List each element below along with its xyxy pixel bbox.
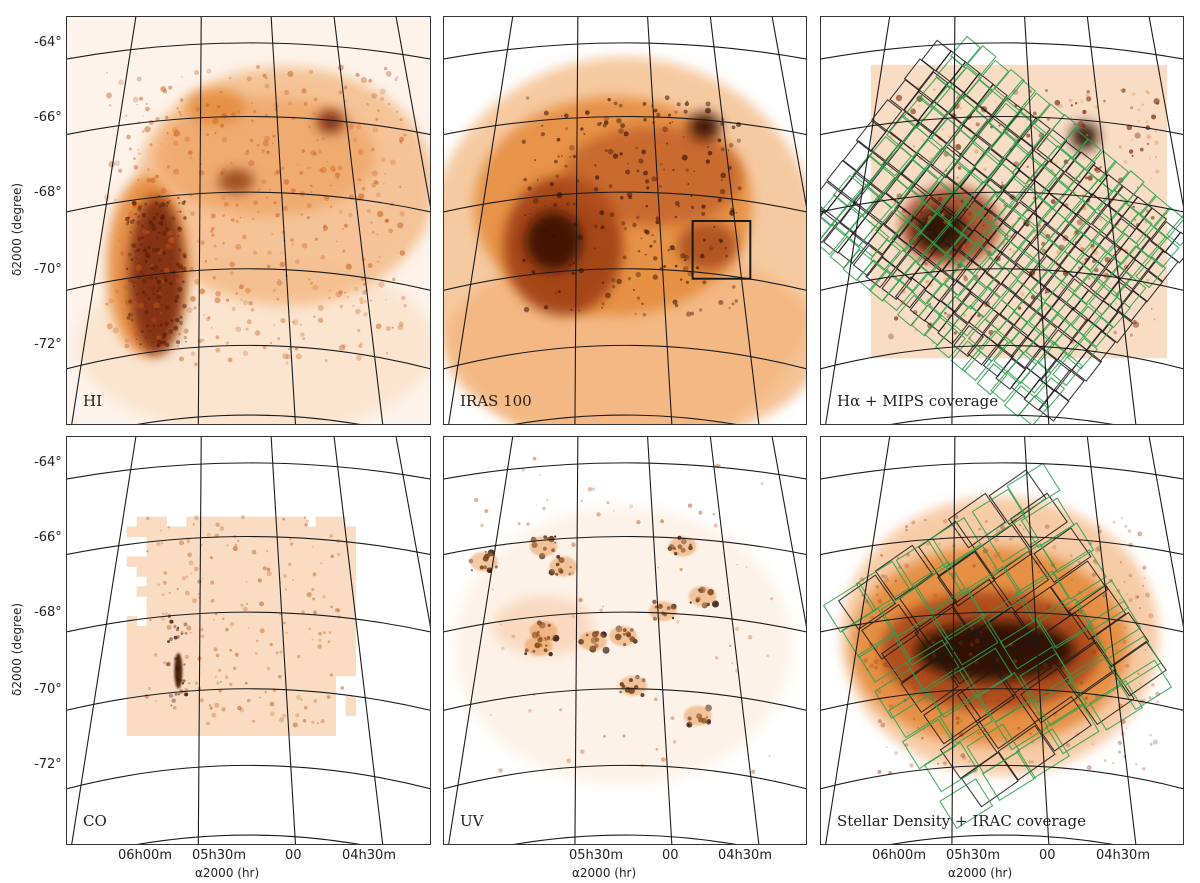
ra-tick-label: 05h30m [192,848,246,863]
x-axis-label: α2000 (hr) [572,866,637,880]
ra-tick-label: 06h00m [118,848,172,863]
dec-tick-label: -72° [34,337,62,352]
ra-tick-label: 04h30m [718,848,772,863]
iras-map-image [444,17,806,424]
dec-tick-label: -64° [34,455,62,470]
dec-tick-label: -68° [34,185,62,200]
panel-label-iras: IRAS 100 [460,392,532,410]
halpha-map-panel: Hα + MIPS coverage [820,16,1184,425]
ra-tick-label: 00 [662,848,679,863]
halpha-map-image [821,17,1183,424]
stellar-density-map-panel: Stellar Density + IRAC coverage [820,436,1184,845]
co-map-panel: CO [66,436,431,845]
ra-tick-label: 05h30m [569,848,623,863]
ra-tick-label: 06h00m [872,848,926,863]
y-axis-label: δ2000 (degree) [10,182,24,276]
ra-tick-label: 00 [285,848,302,863]
ra-tick-label: 05h30m [946,848,1000,863]
panel-label-co: CO [83,812,107,830]
dec-tick-label: -70° [34,262,62,277]
hi-map-panel: HI [66,16,431,425]
dec-tick-label: -68° [34,605,62,620]
hi-map-image [67,17,430,424]
y-axis-label: δ2000 (degree) [10,602,24,696]
ra-tick-label: 00 [1039,848,1056,863]
x-axis-label: α2000 (hr) [195,866,260,880]
uv-map-panel: UV [443,436,807,845]
ra-tick-label: 04h30m [342,848,396,863]
stellar-density-map-image [821,437,1183,844]
dec-tick-label: -66° [34,530,62,545]
x-axis-label: α2000 (hr) [948,866,1013,880]
dec-tick-label: -66° [34,110,62,125]
uv-map-image [444,437,806,844]
dec-tick-label: -70° [34,682,62,697]
panel-label-hi: HI [83,392,103,410]
panel-label-halpha: Hα + MIPS coverage [837,392,999,410]
iras-map-panel: IRAS 100 [443,16,807,425]
panel-label-uv: UV [460,812,484,830]
dec-tick-label: -72° [34,757,62,772]
dec-tick-label: -64° [34,35,62,50]
ra-tick-label: 04h30m [1096,848,1150,863]
co-map-image [67,437,430,844]
panel-label-stellar: Stellar Density + IRAC coverage [837,812,1086,830]
